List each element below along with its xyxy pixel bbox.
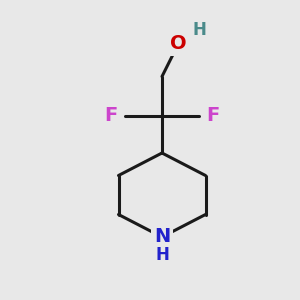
- Text: H: H: [193, 21, 206, 39]
- Text: O: O: [170, 34, 187, 53]
- Text: H: H: [155, 246, 169, 264]
- Text: N: N: [154, 227, 170, 247]
- Text: F: F: [206, 106, 220, 125]
- Text: F: F: [104, 106, 118, 125]
